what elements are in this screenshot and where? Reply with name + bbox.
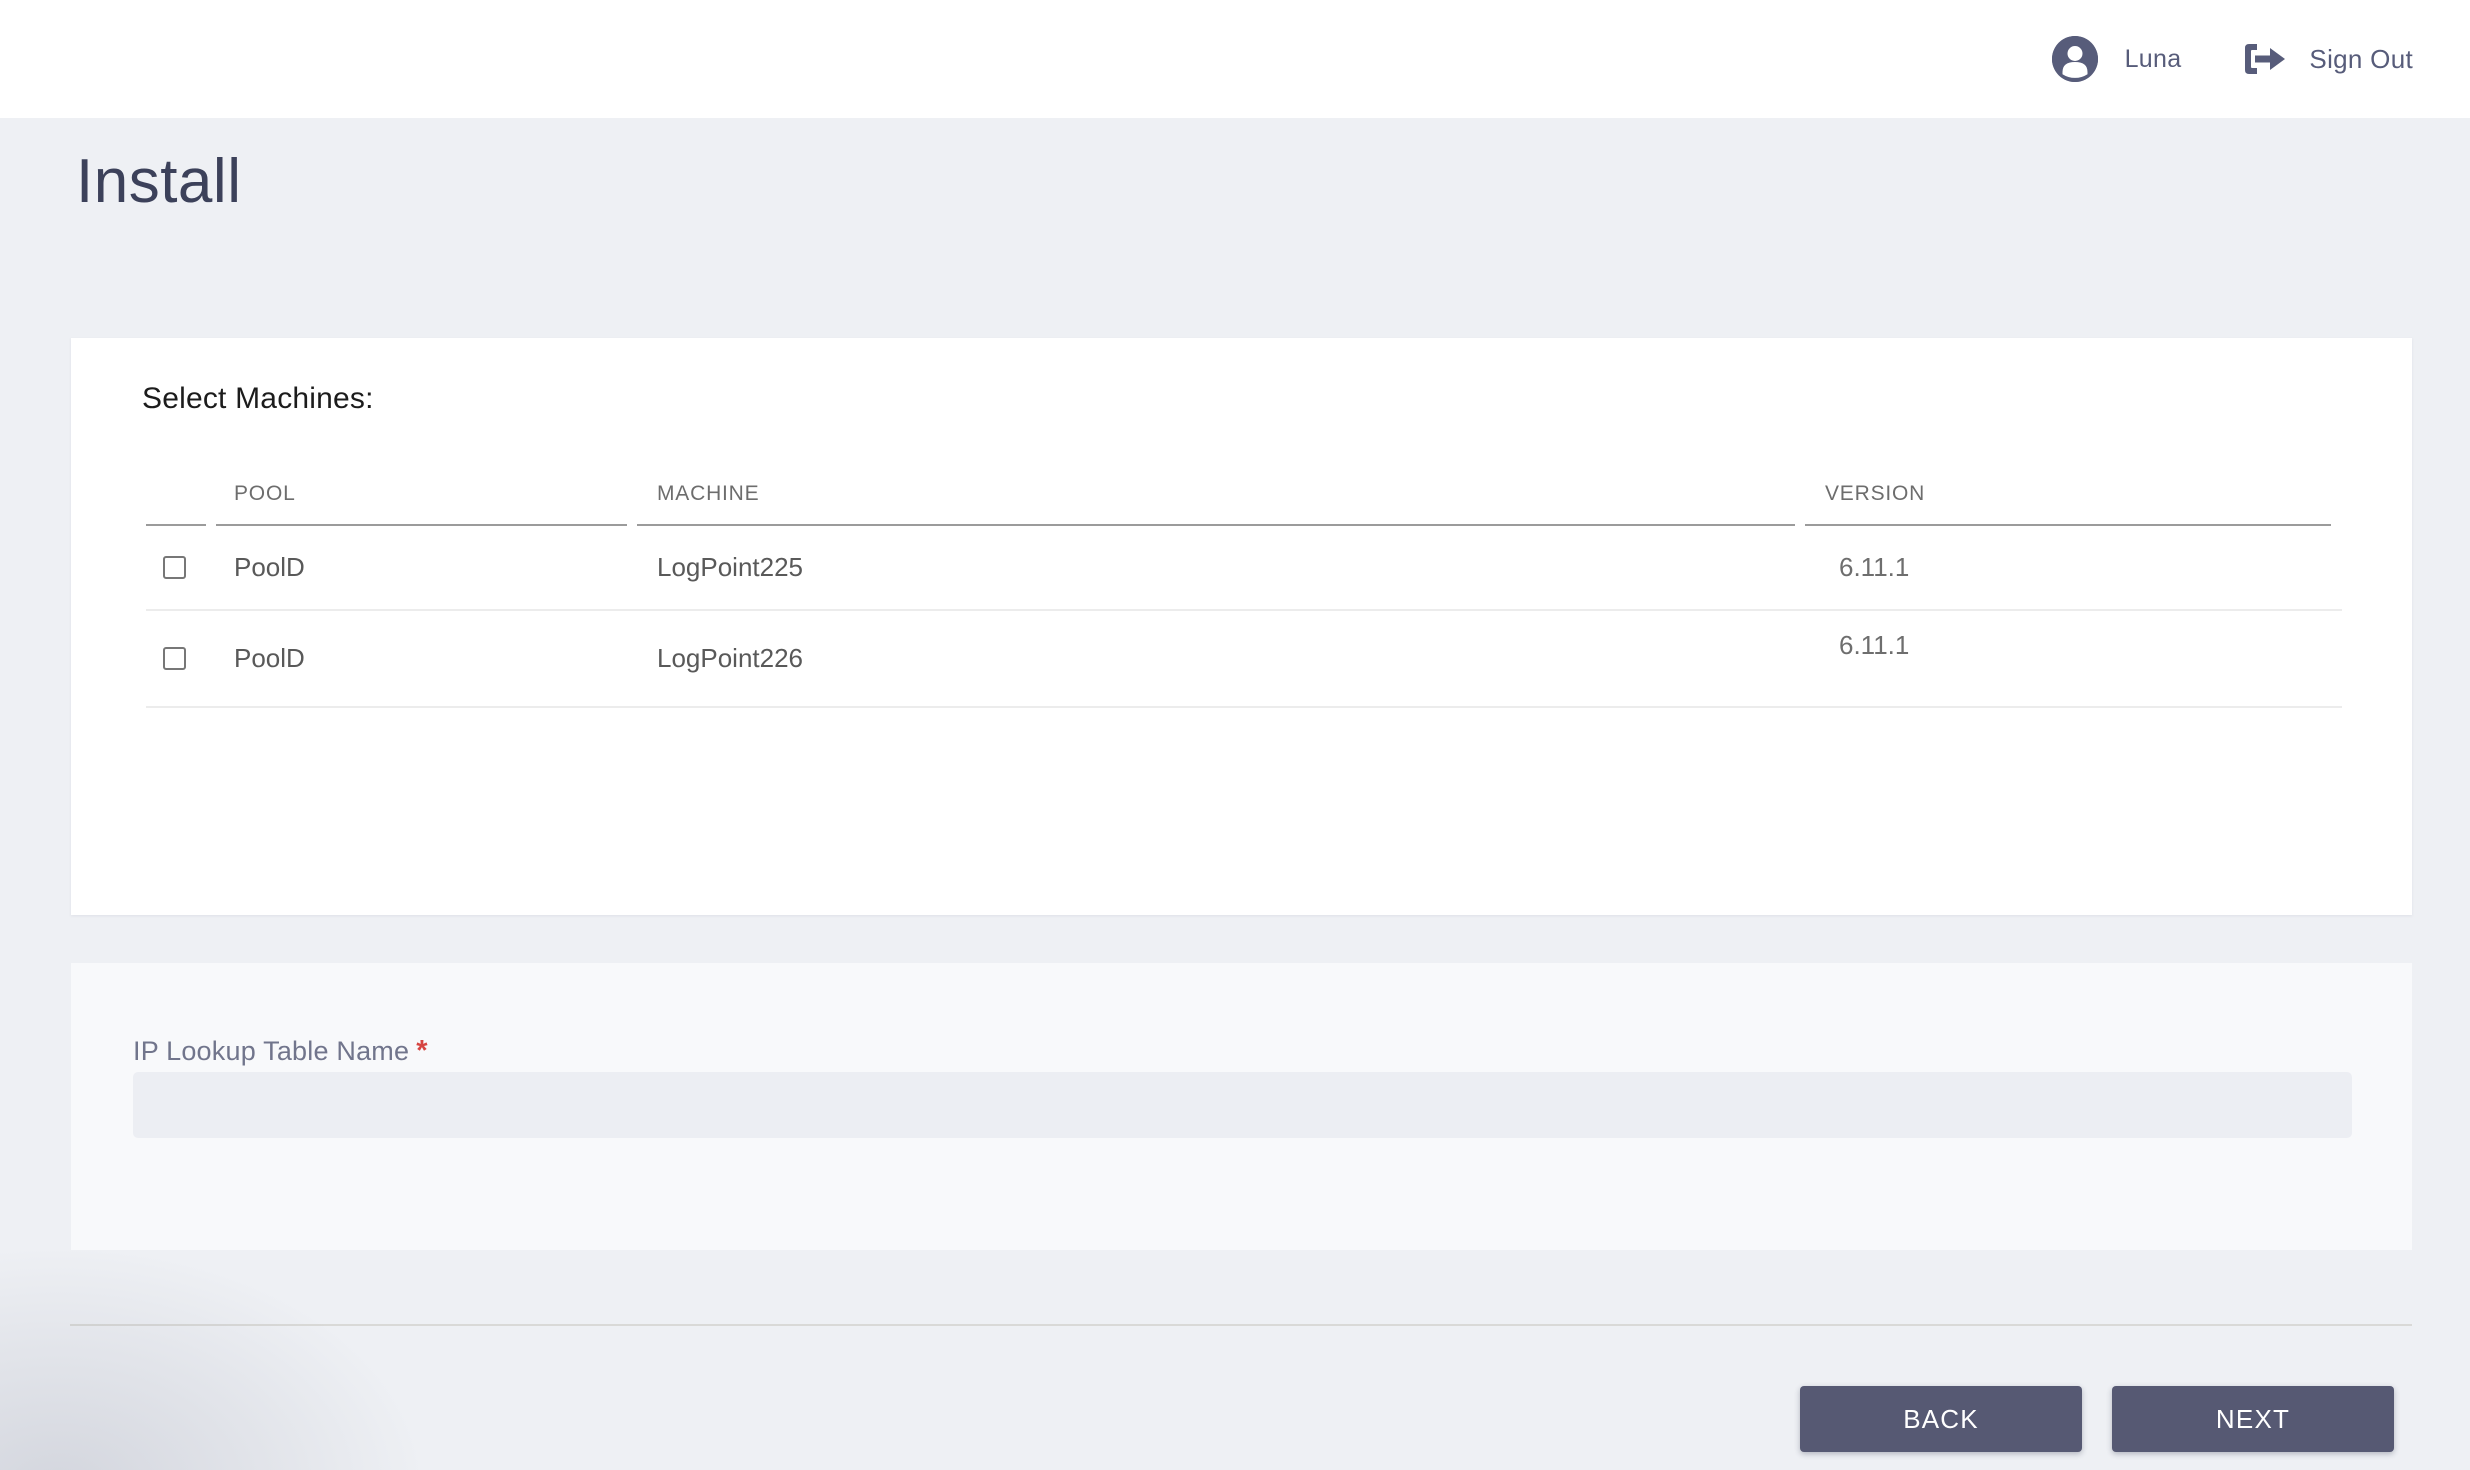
ip-lookup-panel: IP Lookup Table Name * — [71, 963, 2412, 1250]
footer-divider — [70, 1324, 2412, 1326]
select-machines-card: Select Machines: POOL MACHINE VERSION Po… — [71, 338, 2412, 915]
ip-lookup-label: IP Lookup Table Name — [133, 1036, 410, 1066]
user-name: Luna — [2124, 44, 2182, 73]
machine-row: PoolD LogPoint225 6.11.1 — [146, 526, 2342, 611]
required-asterisk: * — [416, 1035, 428, 1067]
column-header-version: VERSION — [1805, 482, 2331, 526]
sign-out-icon — [2243, 42, 2287, 76]
page-title: Install — [76, 147, 242, 216]
ip-lookup-label-row: IP Lookup Table Name * — [133, 1034, 2352, 1068]
pool-cell: PoolD — [234, 552, 305, 582]
machine-row: PoolD LogPoint226 6.11.1 — [146, 611, 2342, 708]
select-machines-heading: Select Machines: — [142, 382, 374, 415]
next-button[interactable]: NEXT — [2112, 1386, 2394, 1452]
column-header-machine: MACHINE — [637, 482, 1795, 526]
machines-table-header: POOL MACHINE VERSION — [146, 482, 2342, 526]
user-avatar-icon — [2051, 36, 2098, 82]
pool-cell: PoolD — [234, 643, 305, 673]
version-cell: 6.11.1 — [1839, 552, 1910, 582]
machines-table: POOL MACHINE VERSION PoolD LogPoint225 6… — [146, 482, 2342, 708]
ip-lookup-table-name-input[interactable] — [133, 1072, 2352, 1138]
sign-out-button[interactable]: Sign Out — [2243, 42, 2413, 76]
user-menu[interactable]: Luna — [2051, 36, 2182, 82]
bottom-left-shadow — [0, 1250, 420, 1470]
version-cell: 6.11.1 — [1839, 630, 1910, 660]
machine-cell: LogPoint226 — [657, 643, 804, 673]
top-bar: Luna Sign Out — [0, 0, 2470, 118]
column-header-checkbox — [146, 482, 206, 526]
machine-cell: LogPoint225 — [657, 552, 804, 582]
column-header-pool: POOL — [216, 482, 627, 526]
machine-checkbox[interactable] — [163, 556, 186, 579]
back-button[interactable]: BACK — [1800, 1386, 2082, 1452]
sign-out-label: Sign Out — [2309, 43, 2413, 74]
machine-checkbox[interactable] — [163, 647, 186, 670]
